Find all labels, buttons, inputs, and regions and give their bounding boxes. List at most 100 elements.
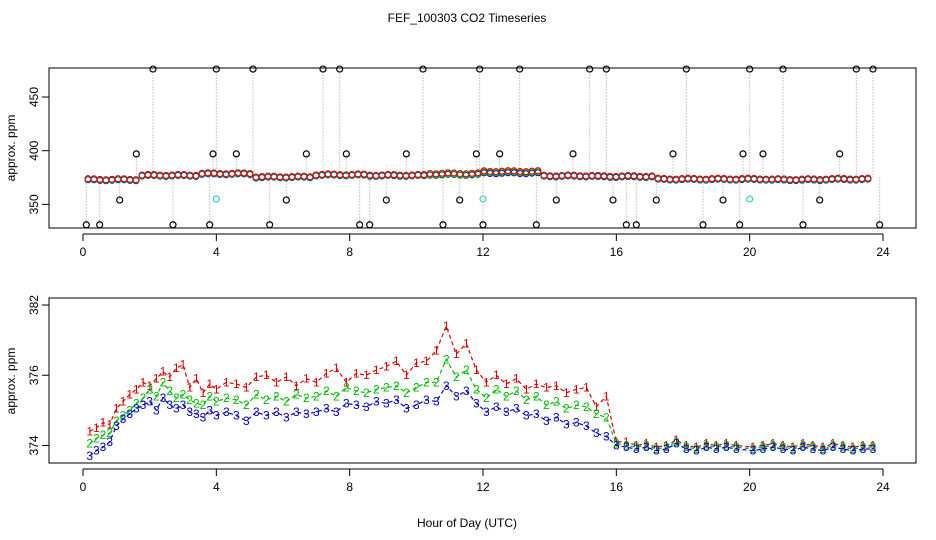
series-2-symbol: 2 — [443, 352, 450, 366]
calibration-point — [496, 150, 504, 158]
x-tick-label: 8 — [346, 245, 353, 259]
x-tick-label: 20 — [743, 480, 757, 494]
series-3-symbol: 3 — [373, 395, 380, 409]
series-2-symbol: 2 — [673, 435, 680, 449]
series-1-symbol: 1 — [206, 377, 213, 391]
series-2-symbol: 2 — [153, 389, 160, 403]
series-1-symbol: 1 — [860, 438, 867, 452]
series-3-symbol: 3 — [193, 407, 200, 421]
calibration-point — [232, 150, 240, 158]
series-3-symbol: 3 — [653, 444, 660, 458]
series-1-symbol: 1 — [683, 438, 690, 452]
series-3-symbol: 3 — [333, 405, 340, 419]
calibration-point — [116, 196, 124, 204]
calibration-point — [516, 65, 524, 73]
top-y-axis: 350 400 450 — [27, 87, 50, 214]
x-tick-label: 0 — [80, 480, 87, 494]
calibration-point — [439, 221, 447, 229]
series-2-symbol: 2 — [160, 375, 167, 389]
calibration-point — [209, 150, 217, 158]
series-3-symbol: 3 — [433, 395, 440, 409]
series-2-symbol: 2 — [493, 382, 500, 396]
series-2-symbol: 2 — [563, 402, 570, 416]
calibration-point — [302, 150, 310, 158]
series-2-symbol: 2 — [363, 386, 370, 400]
series-1-symbol: 1 — [593, 400, 600, 414]
series-3-symbol: 3 — [243, 414, 250, 428]
series-2-symbol: 2 — [383, 381, 390, 395]
series-1-symbol: 1 — [703, 437, 710, 451]
series-1-symbol: 1 — [733, 438, 740, 452]
series-1-symbol: 1 — [780, 438, 787, 452]
series-3-symbol: 3 — [423, 393, 430, 407]
series-1-symbol: 1 — [146, 379, 153, 393]
series-1-symbol: 1 — [603, 389, 610, 403]
series-1-symbol: 1 — [166, 370, 173, 384]
series-3-symbol: 3 — [683, 442, 690, 456]
series-1-symbol: 1 — [623, 435, 630, 449]
calibration-point — [266, 221, 274, 229]
calibration-point — [569, 150, 577, 158]
calibration-point — [336, 65, 344, 73]
series-3-symbol: 3 — [503, 405, 510, 419]
series-2-symbol: 2 — [593, 407, 600, 421]
series-1-symbol: 1 — [126, 388, 133, 402]
top-plot-box — [48, 67, 917, 229]
series-3-symbol: 3 — [383, 396, 390, 410]
calibration-point — [212, 65, 220, 73]
series-2-symbol: 2 — [133, 396, 140, 410]
series-3-symbol: 3 — [353, 398, 360, 412]
series-1-symbol: 1 — [283, 370, 290, 384]
series-3-symbol: 3 — [140, 398, 147, 412]
calibration-point — [682, 65, 690, 73]
series-3-symbol: 3 — [493, 400, 500, 414]
series-2-symbol: 2 — [870, 440, 877, 454]
series-2-symbol: 2 — [243, 398, 250, 412]
series-3-point — [192, 171, 200, 179]
series-2-symbol: 2 — [423, 375, 430, 389]
y-tick-label: 382 — [27, 295, 41, 315]
series-3-symbol: 3 — [160, 391, 167, 405]
series-3-symbol: 3 — [453, 389, 460, 403]
series-3-point — [132, 176, 140, 184]
series-2-symbol: 2 — [840, 440, 847, 454]
calibration-point — [609, 196, 617, 204]
series-2-symbol: 2 — [473, 382, 480, 396]
top-x-axis: 0 4 8 12 16 20 24 — [80, 233, 890, 259]
series-1-symbol: 1 — [303, 372, 310, 386]
series-3-symbol: 3 — [106, 435, 113, 449]
series-3-symbol: 3 — [120, 412, 127, 426]
series-1-symbol: 1 — [553, 379, 560, 393]
series-3-symbol: 3 — [253, 405, 260, 419]
series-3-symbol: 3 — [393, 393, 400, 407]
top-y-axis-label: approx. ppm — [4, 115, 18, 182]
series-3-symbol: 3 — [403, 402, 410, 416]
series-3-symbol: 3 — [133, 402, 140, 416]
series-2-symbol: 2 — [463, 363, 470, 377]
series-1-symbol: 1 — [433, 344, 440, 358]
series-2-symbol: 2 — [223, 391, 230, 405]
series-2-symbol: 2 — [603, 410, 610, 424]
calibration-point — [476, 65, 484, 73]
series-2-symbol: 2 — [790, 442, 797, 456]
series-2-symbol: 2 — [713, 440, 720, 454]
series-3-symbol: 3 — [523, 409, 530, 423]
series-1-symbol: 1 — [153, 372, 160, 386]
series-1-symbol: 1 — [443, 319, 450, 333]
x-tick-label: 12 — [476, 480, 490, 494]
calibration-point — [602, 65, 610, 73]
series-3-symbol: 3 — [870, 442, 877, 456]
series-2-symbol: 2 — [643, 438, 650, 452]
series-3-symbol: 3 — [790, 444, 797, 458]
series-3-symbol: 3 — [313, 405, 320, 419]
series-3-symbol: 3 — [413, 398, 420, 412]
series-1-symbol: 1 — [133, 382, 140, 396]
series-1-symbol: 1 — [870, 438, 877, 452]
series-3-symbol: 3 — [713, 442, 720, 456]
calibration-point — [552, 196, 560, 204]
series-1-symbol: 1 — [790, 440, 797, 454]
series-2-symbol: 2 — [413, 381, 420, 395]
series-2-symbol: 2 — [263, 393, 270, 407]
series-1-symbol: 1 — [483, 375, 490, 389]
